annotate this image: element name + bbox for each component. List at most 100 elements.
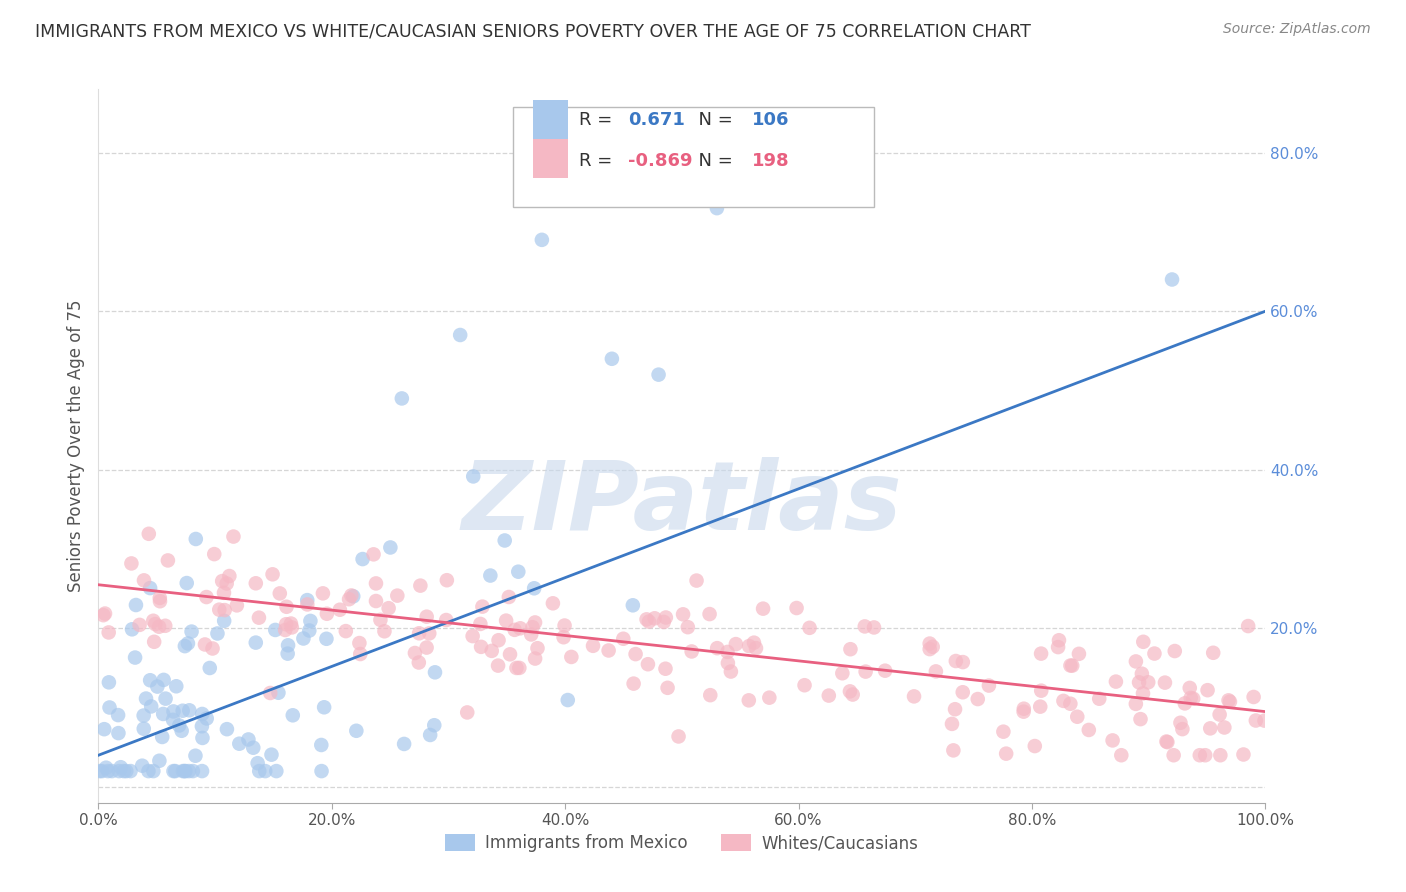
Point (676, 620, 699, 634)
Point (1029, 647, 1052, 661)
Point (262, 567, 284, 582)
Point (758, 690, 780, 705)
Point (152, 673, 174, 687)
FancyBboxPatch shape (533, 139, 568, 178)
Point (212, 614, 235, 628)
Point (260, 747, 283, 762)
Point (370, 613, 392, 627)
Point (1143, 647, 1166, 661)
Point (786, 601, 808, 615)
Point (299, 614, 322, 628)
Point (214, 603, 236, 617)
Point (1024, 739, 1046, 753)
Point (855, 665, 877, 679)
Point (142, 614, 165, 628)
Point (155, 691, 177, 706)
Point (706, 641, 728, 656)
Point (269, 586, 291, 600)
Point (191, 706, 214, 721)
Point (1012, 702, 1035, 716)
Point (742, 635, 765, 649)
Point (1218, 693, 1240, 707)
Point (98, 700, 121, 714)
Point (364, 576, 387, 591)
Text: 106: 106 (752, 111, 789, 128)
Point (238, 732, 260, 747)
Point (918, 636, 941, 650)
Point (498, 590, 520, 604)
Point (724, 637, 747, 651)
Point (925, 665, 948, 679)
Point (553, 630, 575, 644)
Point (716, 645, 738, 659)
Point (509, 621, 531, 635)
Point (526, 641, 548, 656)
Point (259, 686, 281, 700)
Point (292, 632, 315, 646)
Point (524, 651, 547, 665)
Point (636, 612, 658, 626)
Point (941, 717, 963, 731)
Point (995, 747, 1018, 761)
Point (276, 599, 298, 614)
Point (349, 636, 371, 650)
Text: N =: N = (686, 152, 738, 169)
Point (522, 620, 544, 634)
Point (112, 764, 135, 778)
Point (165, 679, 187, 693)
Point (142, 764, 165, 778)
Point (125, 598, 148, 612)
Point (138, 764, 160, 778)
Point (274, 617, 297, 632)
Point (993, 724, 1015, 739)
Point (668, 730, 690, 744)
Point (918, 642, 941, 657)
Point (738, 639, 761, 653)
Point (652, 615, 675, 629)
Point (363, 547, 385, 561)
Point (195, 590, 218, 604)
Point (340, 589, 363, 603)
Point (612, 632, 634, 646)
Point (875, 664, 897, 678)
Point (1232, 747, 1254, 762)
Point (685, 574, 707, 588)
Point (470, 616, 492, 631)
Point (314, 700, 336, 714)
Point (162, 705, 184, 719)
Point (152, 706, 174, 721)
Point (391, 392, 413, 406)
Point (523, 582, 546, 596)
Point (110, 760, 132, 774)
Point (170, 723, 193, 738)
Point (541, 596, 564, 610)
Point (1137, 675, 1160, 690)
Point (1209, 748, 1232, 763)
Point (215, 576, 238, 591)
Point (1156, 734, 1178, 748)
Point (1182, 691, 1205, 706)
Point (1052, 694, 1074, 708)
Point (799, 621, 821, 635)
Point (1156, 735, 1178, 749)
Point (120, 557, 142, 571)
Point (598, 643, 620, 657)
Point (1164, 644, 1187, 658)
Point (277, 638, 299, 652)
Point (863, 620, 886, 634)
Point (943, 702, 966, 716)
Point (245, 635, 267, 649)
Point (380, 541, 402, 555)
Point (297, 598, 319, 612)
Point (143, 634, 166, 648)
Point (1067, 647, 1090, 661)
Point (208, 602, 231, 616)
Point (107, 726, 129, 740)
Point (281, 620, 304, 634)
Point (1243, 690, 1265, 704)
Point (162, 713, 184, 727)
Point (921, 640, 943, 654)
Point (173, 764, 195, 778)
Point (177, 764, 200, 778)
Point (638, 615, 661, 629)
